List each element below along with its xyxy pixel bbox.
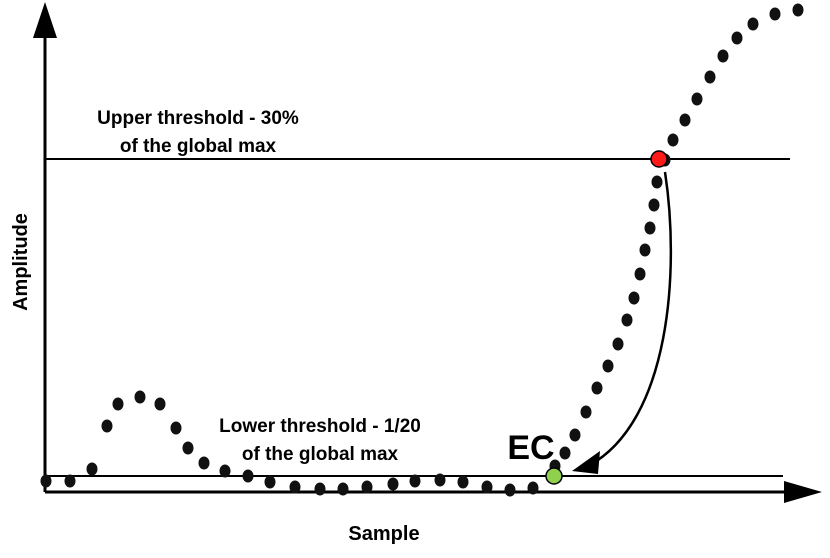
curve-dot	[591, 381, 603, 395]
curve-dot	[769, 7, 781, 21]
crossing-to-ec-arrow	[589, 171, 673, 467]
curve-dot	[628, 291, 640, 305]
curve-dot	[40, 474, 52, 488]
curve-dot	[154, 397, 166, 411]
curve-dot	[648, 198, 660, 212]
curve-dot	[559, 446, 571, 460]
curve-dot	[289, 480, 301, 494]
curve-dot	[504, 483, 516, 497]
curve-dot	[580, 405, 592, 419]
x-axis-arrowhead	[784, 481, 822, 503]
ec-point	[545, 467, 563, 485]
curve-dot	[314, 482, 326, 496]
curve-dot	[792, 3, 804, 17]
curve-dot	[457, 475, 469, 489]
curve-dot	[731, 31, 743, 45]
curve-dot	[170, 421, 182, 435]
curve-dot	[621, 313, 633, 327]
curve-dot	[361, 480, 373, 494]
curve-dot	[112, 397, 124, 411]
curve-dot	[612, 337, 624, 351]
y-axis-label: Amplitude	[10, 213, 32, 311]
signal-curve	[40, 3, 804, 497]
curve-dot	[182, 441, 194, 455]
curve-dot	[134, 390, 146, 404]
curve-dot	[219, 464, 231, 478]
curve-dot	[434, 473, 446, 487]
x-axis-label: Sample	[348, 523, 419, 545]
lower-threshold-label-line1: Lower threshold - 1/20	[219, 416, 421, 437]
curve-dot	[644, 221, 656, 235]
curve-dot	[264, 475, 276, 489]
upper-threshold-label-line1: Upper threshold - 30%	[97, 108, 299, 129]
curve-dot	[198, 456, 210, 470]
curve-dot	[679, 113, 691, 127]
curve-dot	[481, 480, 493, 494]
upper-threshold-crossing-point	[650, 150, 668, 168]
y-axis-arrowhead	[33, 2, 57, 38]
curve-dot	[651, 175, 663, 189]
crossing-to-ec-arrowhead	[572, 451, 600, 474]
curve-dot	[704, 70, 716, 84]
curve-dot	[691, 92, 703, 106]
curve-dot	[387, 477, 399, 491]
curve-dot	[747, 17, 759, 31]
curve-dot	[86, 462, 98, 476]
curve-dot	[602, 359, 614, 373]
curve-dot	[64, 474, 76, 488]
curve-dot	[409, 474, 421, 488]
ec-label: EC	[507, 429, 554, 467]
curve-dot	[667, 133, 679, 147]
curve-dot	[569, 428, 581, 442]
curve-dot	[527, 481, 539, 495]
lower-threshold-label-line2: of the global max	[242, 444, 399, 465]
curve-dot	[639, 243, 651, 257]
curve-dot	[337, 482, 349, 496]
curve-dot	[242, 469, 254, 483]
curve-dot	[717, 49, 729, 63]
curve-dot	[634, 267, 646, 281]
curve-dot	[101, 419, 113, 433]
upper-threshold-label-line2: of the global max	[120, 136, 277, 157]
